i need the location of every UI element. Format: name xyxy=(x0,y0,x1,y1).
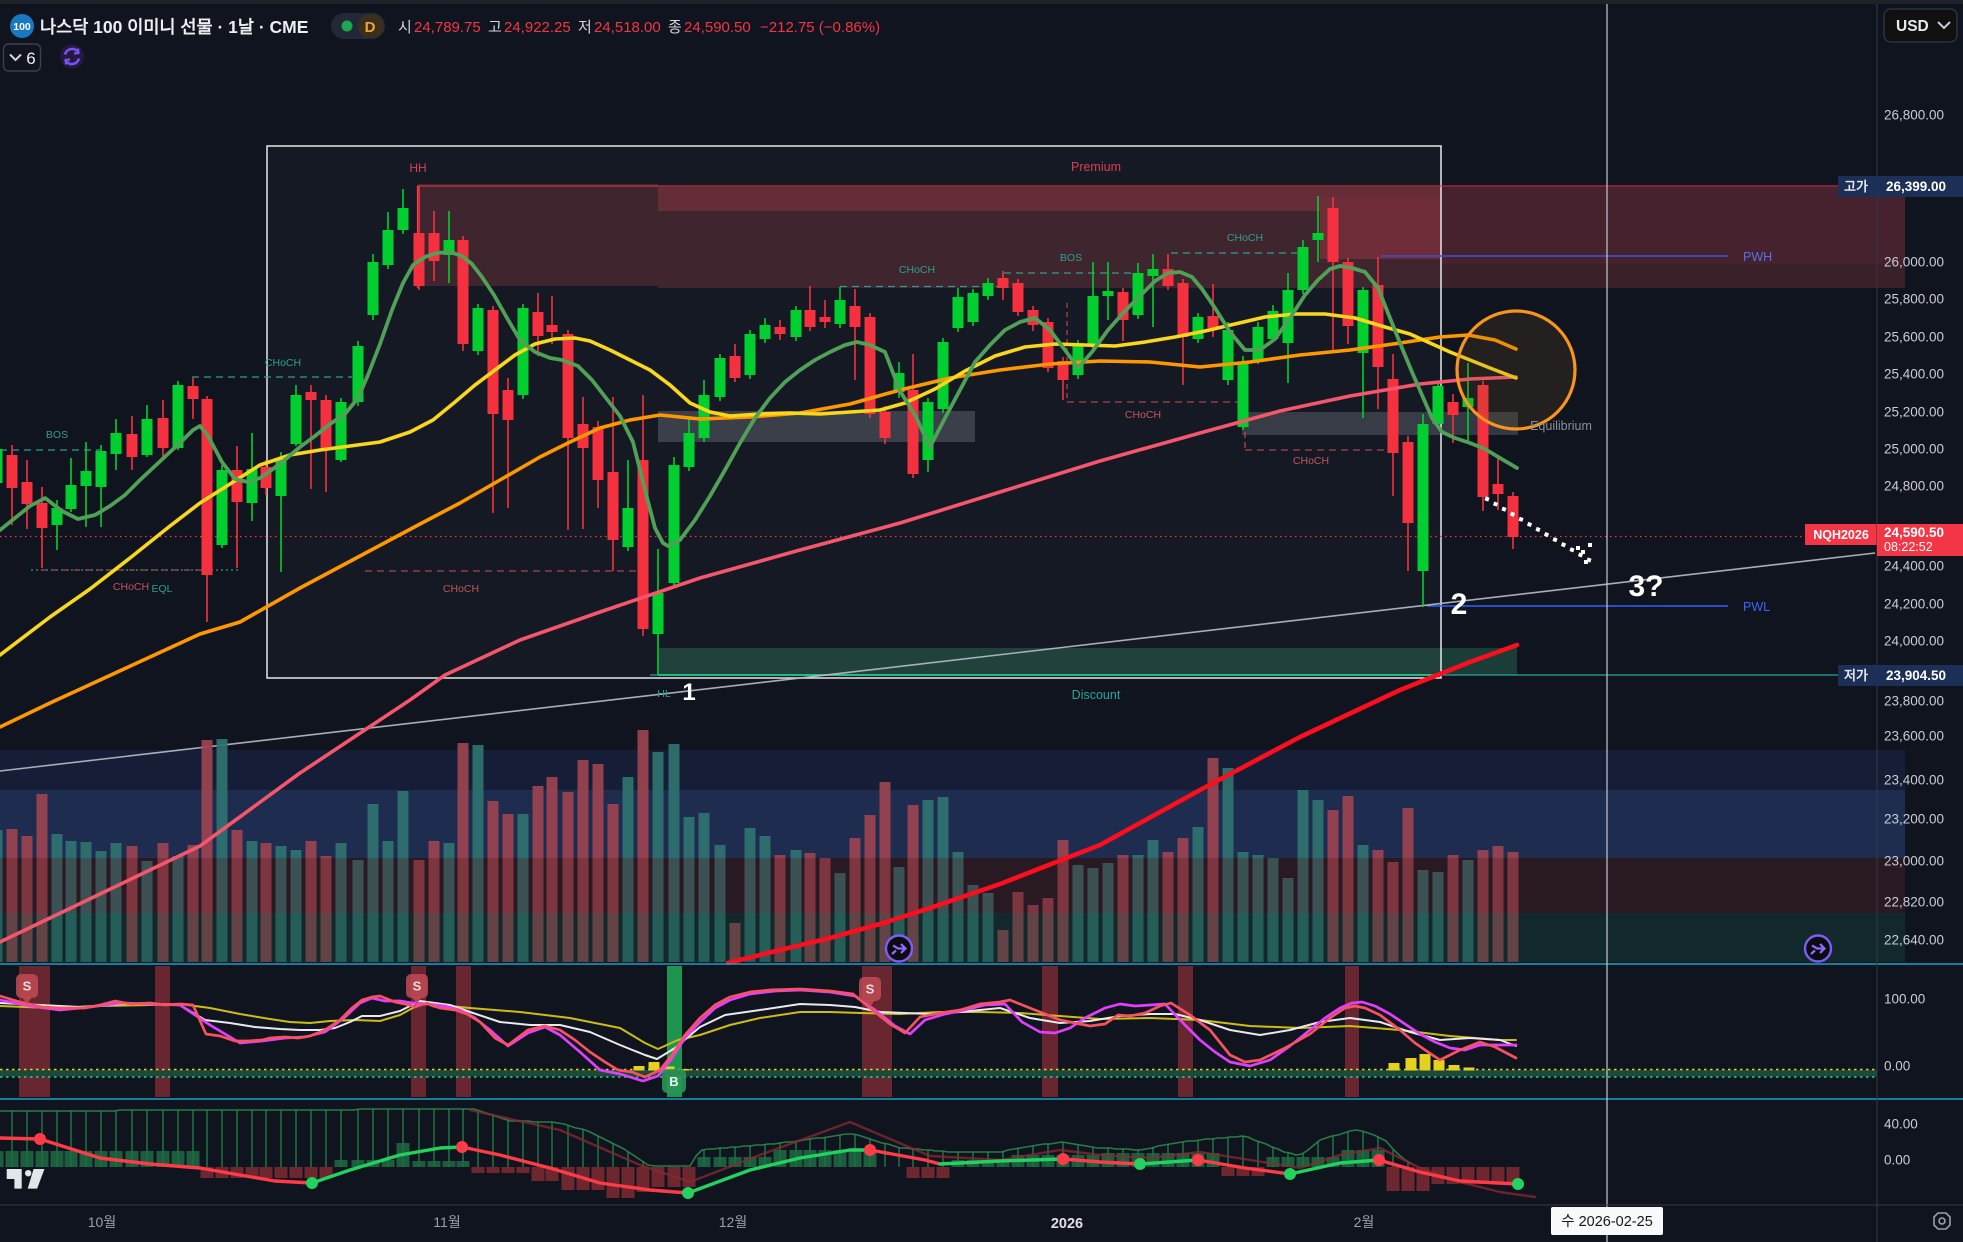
svg-text:23,400.00: 23,400.00 xyxy=(1884,773,1944,788)
svg-text:고: 고 xyxy=(488,19,502,36)
svg-text:CHoCH: CHoCH xyxy=(265,357,301,369)
svg-text:종: 종 xyxy=(668,19,682,36)
svg-text:CHoCH: CHoCH xyxy=(1227,232,1263,244)
svg-text:23,800.00: 23,800.00 xyxy=(1884,694,1944,709)
svg-text:24,590.50: 24,590.50 xyxy=(684,19,751,36)
svg-text:24,590.50: 24,590.50 xyxy=(1884,525,1944,540)
svg-text:S: S xyxy=(866,982,875,997)
svg-text:저: 저 xyxy=(578,19,592,36)
svg-text:3?: 3? xyxy=(1628,570,1663,603)
svg-text:24,518.00: 24,518.00 xyxy=(594,19,661,36)
svg-text:23,000.00: 23,000.00 xyxy=(1884,854,1944,869)
svg-text:USD: USD xyxy=(1896,18,1929,35)
svg-text:25,200.00: 25,200.00 xyxy=(1884,405,1944,420)
svg-text:6: 6 xyxy=(26,49,35,68)
svg-text:2026: 2026 xyxy=(1051,1216,1083,1232)
svg-text:CHoCH: CHoCH xyxy=(443,583,479,595)
svg-text:B: B xyxy=(669,1074,678,1089)
svg-text:저가: 저가 xyxy=(1844,668,1868,683)
svg-text:CHoCH: CHoCH xyxy=(1293,455,1329,467)
svg-text:S: S xyxy=(23,979,32,994)
svg-text:25,800.00: 25,800.00 xyxy=(1884,292,1944,307)
svg-text:−212.75 (−0.86%): −212.75 (−0.86%) xyxy=(760,19,880,36)
svg-text:24,200.00: 24,200.00 xyxy=(1884,597,1944,612)
svg-text:22,640.00: 22,640.00 xyxy=(1884,933,1944,948)
svg-text:Premium: Premium xyxy=(1071,160,1121,174)
svg-text:12월: 12월 xyxy=(719,1214,747,1230)
svg-text:2: 2 xyxy=(1451,588,1468,621)
svg-text:24,922.25: 24,922.25 xyxy=(504,19,571,36)
svg-text:HL: HL xyxy=(657,688,671,700)
svg-text:26,000.00: 26,000.00 xyxy=(1884,255,1944,270)
svg-text:23,200.00: 23,200.00 xyxy=(1884,812,1944,827)
svg-text:24,400.00: 24,400.00 xyxy=(1884,559,1944,574)
svg-text:0.00: 0.00 xyxy=(1884,1059,1910,1074)
svg-text:S: S xyxy=(413,979,422,994)
svg-text:고가: 고가 xyxy=(1844,179,1868,194)
svg-text:BOS: BOS xyxy=(46,429,68,441)
svg-text:24,800.00: 24,800.00 xyxy=(1884,479,1944,494)
svg-text:23,600.00: 23,600.00 xyxy=(1884,729,1944,744)
svg-text:25,000.00: 25,000.00 xyxy=(1884,442,1944,457)
svg-text:100.00: 100.00 xyxy=(1884,992,1925,1007)
svg-text:시: 시 xyxy=(398,19,412,36)
svg-text:24,789.75: 24,789.75 xyxy=(414,19,481,36)
svg-text:08:22:52: 08:22:52 xyxy=(1884,540,1933,554)
svg-text:CHoCH: CHoCH xyxy=(899,264,935,276)
svg-text:NQH2026: NQH2026 xyxy=(1813,528,1869,542)
svg-text:0.00: 0.00 xyxy=(1884,1153,1910,1168)
svg-text:40.00: 40.00 xyxy=(1884,1117,1918,1132)
svg-text:D: D xyxy=(365,19,376,36)
svg-text:26,800.00: 26,800.00 xyxy=(1884,108,1944,123)
svg-text:나스닥 100 이미니 선물 · 1날 · CME: 나스닥 100 이미니 선물 · 1날 · CME xyxy=(40,17,308,37)
svg-text:25,400.00: 25,400.00 xyxy=(1884,367,1944,382)
svg-text:EQL: EQL xyxy=(151,583,172,595)
svg-text:BOS: BOS xyxy=(1060,252,1082,264)
svg-text:2월: 2월 xyxy=(1354,1214,1375,1230)
svg-text:10월: 10월 xyxy=(88,1214,116,1230)
svg-text:Equilibrium: Equilibrium xyxy=(1530,419,1592,433)
svg-text:24,000.00: 24,000.00 xyxy=(1884,634,1944,649)
svg-text:HH: HH xyxy=(409,161,426,175)
svg-text:PWL: PWL xyxy=(1743,600,1770,614)
svg-text:CHoCH: CHoCH xyxy=(1125,409,1161,421)
svg-text:Discount: Discount xyxy=(1072,688,1121,702)
svg-text:PWH: PWH xyxy=(1743,250,1772,264)
svg-text:100: 100 xyxy=(13,21,31,33)
svg-text:CHoCH: CHoCH xyxy=(113,581,149,593)
svg-text:수 2026-02-25: 수 2026-02-25 xyxy=(1561,1213,1653,1230)
svg-text:25,600.00: 25,600.00 xyxy=(1884,330,1944,345)
svg-text:26,399.00: 26,399.00 xyxy=(1886,179,1946,194)
svg-text:1: 1 xyxy=(682,679,695,706)
svg-text:23,904.50: 23,904.50 xyxy=(1886,668,1946,683)
svg-text:22,820.00: 22,820.00 xyxy=(1884,895,1944,910)
svg-text:11월: 11월 xyxy=(433,1214,460,1230)
